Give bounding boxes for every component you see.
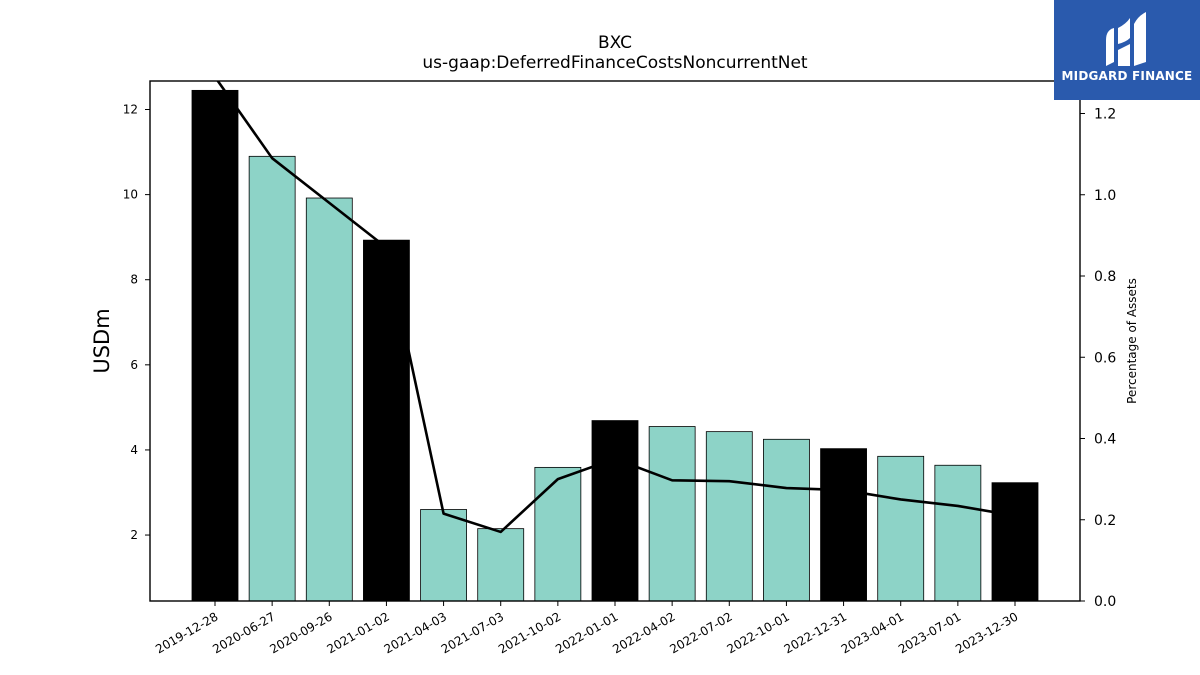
bar bbox=[820, 448, 867, 602]
percentage-line bbox=[216, 81, 1016, 534]
y-tick-label: 8 bbox=[130, 273, 138, 287]
y-tick-label: 4 bbox=[130, 443, 138, 457]
chart-title: BXC bbox=[598, 33, 632, 53]
line-group bbox=[216, 81, 1016, 534]
y-right-tick-label: 1.0 bbox=[1094, 188, 1116, 204]
y-axis-label: USDm bbox=[90, 308, 114, 373]
x-tick-label: 2022-12-31 bbox=[782, 609, 849, 656]
y-right-tick-label: 0.2 bbox=[1094, 513, 1116, 529]
x-tick-label: 2020-06-27 bbox=[210, 609, 277, 656]
y-right-tick-label: 0.4 bbox=[1094, 432, 1116, 448]
x-tick-label: 2022-10-01 bbox=[725, 609, 792, 656]
bar bbox=[934, 464, 982, 602]
x-tick-label: 2021-10-02 bbox=[496, 609, 563, 656]
x-tick-label: 2022-04-02 bbox=[610, 609, 677, 656]
x-tick-label: 2022-07-02 bbox=[667, 609, 734, 656]
bar bbox=[648, 426, 696, 602]
bar bbox=[420, 509, 467, 602]
chart-subtitle: us-gaap:DeferredFinanceCostsNoncurrentNe… bbox=[422, 53, 808, 73]
x-tick-label: 2021-01-02 bbox=[325, 609, 392, 656]
x-tick-label: 2023-07-01 bbox=[896, 609, 963, 656]
x-tick-label: 2021-07-03 bbox=[439, 609, 506, 656]
bar bbox=[534, 466, 582, 602]
midgard-logo-icon bbox=[1106, 12, 1146, 66]
y-tick-label: 6 bbox=[130, 358, 138, 372]
x-tick-label: 2022-01-01 bbox=[553, 609, 620, 656]
y-right-tick-label: 1.2 bbox=[1094, 107, 1116, 123]
y-tick-label: 12 bbox=[123, 103, 138, 117]
x-tick-label: 2023-04-01 bbox=[839, 609, 906, 656]
bar bbox=[591, 420, 639, 602]
x-tick-label: 2021-04-03 bbox=[382, 609, 449, 656]
bar bbox=[991, 482, 1039, 602]
y-right-tick-label: 0.6 bbox=[1094, 350, 1116, 366]
bar bbox=[705, 431, 753, 602]
y-right-tick-label: 0.8 bbox=[1094, 269, 1116, 285]
bar bbox=[191, 89, 239, 602]
bar bbox=[763, 438, 810, 602]
bar bbox=[877, 455, 925, 602]
y-tick-label: 10 bbox=[123, 188, 138, 202]
bar bbox=[305, 197, 353, 602]
logo-text: MIDGARD FINANCE bbox=[1061, 69, 1193, 83]
bars-group bbox=[191, 89, 1039, 602]
x-tick-label: 2020-09-26 bbox=[267, 609, 334, 656]
bar bbox=[477, 528, 525, 602]
bar bbox=[363, 239, 410, 602]
y-axis-right-label: Percentage of Assets bbox=[1125, 278, 1139, 404]
y-tick-label: 2 bbox=[130, 528, 138, 542]
bar bbox=[248, 155, 296, 602]
y-right-tick-label: 0.0 bbox=[1094, 594, 1116, 610]
x-tick-label: 2023-12-30 bbox=[953, 609, 1020, 656]
x-tick-label: 2019-12-28 bbox=[153, 609, 220, 656]
midgard-finance-logo: MIDGARD FINANCE bbox=[1054, 0, 1200, 100]
